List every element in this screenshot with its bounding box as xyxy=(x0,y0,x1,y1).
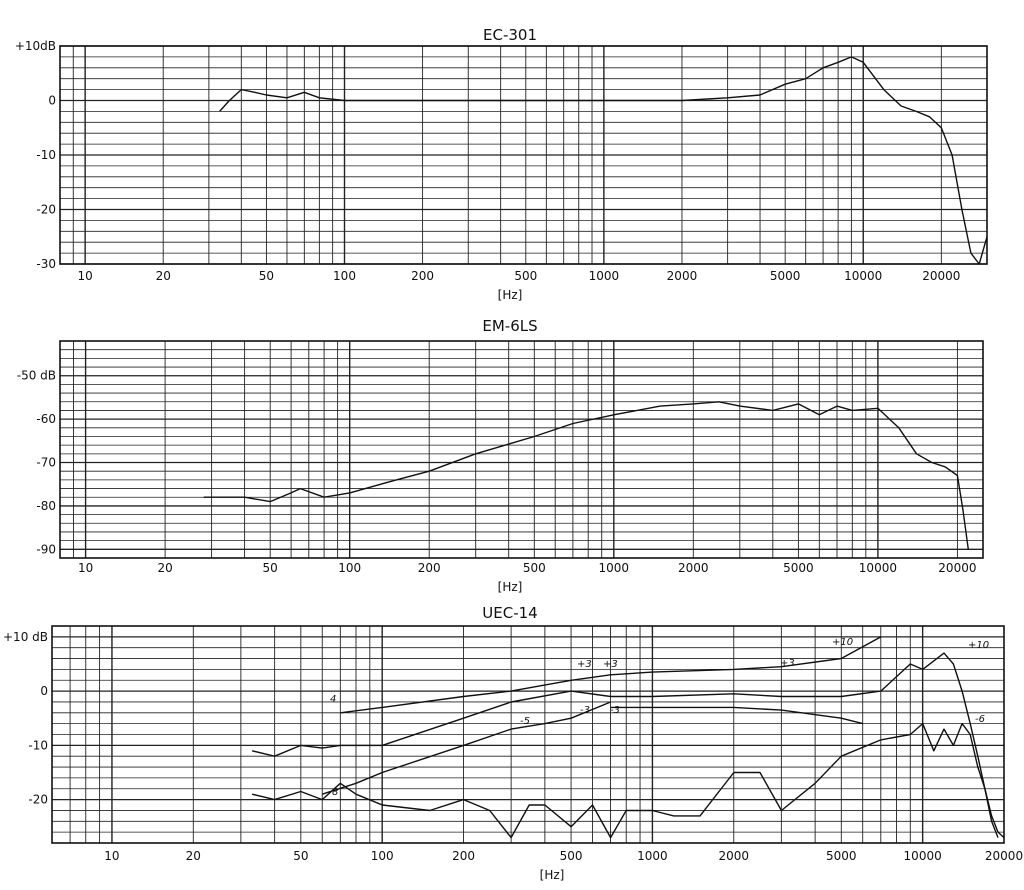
y-tick-label: -20 xyxy=(28,793,48,807)
series-line xyxy=(321,701,611,795)
x-tick-label: 100 xyxy=(333,269,356,283)
curve-annotation: +10 xyxy=(832,637,853,648)
curve-annotation: 8 xyxy=(332,787,338,798)
y-tick-label: -10 xyxy=(28,738,48,752)
chart-title: EC-301 xyxy=(483,26,537,44)
curve-annotation: -3 xyxy=(610,705,620,716)
x-tick-label: 50 xyxy=(263,561,278,575)
x-tick-label: 50 xyxy=(259,269,274,283)
curve-annotation: -3 xyxy=(580,705,590,716)
y-tick-label: 0 xyxy=(40,684,48,698)
x-tick-label: 200 xyxy=(411,269,434,283)
x-tick-label: 10 xyxy=(77,269,92,283)
x-axis-label: [Hz] xyxy=(540,868,565,882)
plot-frame xyxy=(59,340,984,559)
series-line xyxy=(340,674,611,714)
x-tick-label: 2000 xyxy=(718,849,749,863)
series-line xyxy=(219,56,988,265)
plot-frame xyxy=(59,45,988,265)
y-tick-label: +10 dB xyxy=(3,630,48,644)
chart-ec-301: EC-301 [Hz] 10 20 50 100 200 500 1000 2000 5000 1… xyxy=(15,26,988,302)
curve-annotation: 4 xyxy=(330,694,336,705)
grid xyxy=(59,340,983,559)
y-tick-label: -70 xyxy=(36,456,56,470)
x-tick-label: 500 xyxy=(523,561,546,575)
x-tick-label: 1000 xyxy=(599,561,630,575)
curve-annotation: -5 xyxy=(520,716,530,727)
x-tick-label: 20 xyxy=(156,269,171,283)
series-line xyxy=(251,722,999,839)
x-tick-label: 20000 xyxy=(938,561,976,575)
x-tick-label: 200 xyxy=(418,561,441,575)
y-tick-label: +10dB xyxy=(15,39,56,53)
y-tick-label: -80 xyxy=(36,499,56,513)
y-tick-label: -60 xyxy=(36,412,56,426)
x-axis-label: [Hz] xyxy=(498,580,523,594)
x-tick-label: 20000 xyxy=(922,269,960,283)
x-tick-label: 2000 xyxy=(667,269,698,283)
y-tick-label: -50 dB xyxy=(17,369,56,383)
x-tick-label: 10 xyxy=(78,561,93,575)
x-tick-label: 10000 xyxy=(859,561,897,575)
y-tick-label: -10 xyxy=(36,148,56,162)
y-tick-label: -20 xyxy=(36,203,56,217)
x-tick-label: 100 xyxy=(338,561,361,575)
x-tick-label: 100 xyxy=(371,849,394,863)
x-tick-label: 500 xyxy=(514,269,537,283)
y-tick-label: -30 xyxy=(36,257,56,271)
x-tick-label: 5000 xyxy=(826,849,857,863)
x-tick-label: 20 xyxy=(186,849,201,863)
x-tick-label: 1000 xyxy=(637,849,668,863)
series-line xyxy=(251,652,1005,839)
curve-annotation: +3 xyxy=(780,658,795,669)
grid xyxy=(59,45,988,265)
x-tick-label: 10 xyxy=(104,849,119,863)
x-tick-label: 5000 xyxy=(770,269,801,283)
series-line xyxy=(610,706,863,725)
x-axis-label: [Hz] xyxy=(498,288,523,302)
series-line xyxy=(610,636,882,676)
chart-title: EM-6LS xyxy=(482,317,537,335)
y-tick-label: -90 xyxy=(36,542,56,556)
curve-annotation: +3 xyxy=(577,659,592,670)
series-line xyxy=(203,401,969,550)
x-tick-label: 2000 xyxy=(678,561,709,575)
x-tick-label: 5000 xyxy=(783,561,814,575)
x-tick-label: 1000 xyxy=(589,269,620,283)
curve-annotation: +3 xyxy=(603,659,618,670)
x-tick-label: 20 xyxy=(157,561,172,575)
x-tick-label: 50 xyxy=(293,849,308,863)
chart-title: UEC-14 xyxy=(482,604,537,622)
chart-em-6ls: EM-6LS [Hz] 10 20 50 100 200 500 1000 2000 5000 1… xyxy=(17,317,984,594)
x-tick-label: 500 xyxy=(560,849,583,863)
plot-frame xyxy=(51,625,1005,844)
x-tick-label: 10000 xyxy=(904,849,942,863)
y-tick-label: 0 xyxy=(48,94,56,108)
grid xyxy=(51,625,1005,844)
curve-annotation: -6 xyxy=(975,714,985,725)
x-tick-label: 20000 xyxy=(985,849,1023,863)
chart-uec-14: UEC-14 [Hz] 10 20 50 100 200 500 1000 2000 5000 1… xyxy=(3,604,1023,882)
x-tick-label: 200 xyxy=(452,849,475,863)
curve-annotation: +10 xyxy=(968,640,989,651)
x-tick-label: 10000 xyxy=(844,269,882,283)
